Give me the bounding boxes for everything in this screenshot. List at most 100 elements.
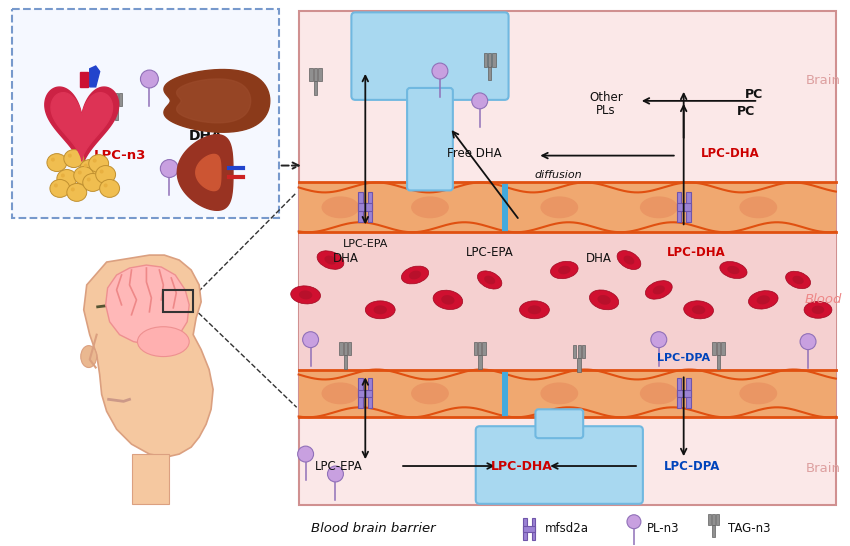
Ellipse shape [299, 290, 312, 299]
Text: LPC-DPA: LPC-DPA [664, 460, 720, 472]
Ellipse shape [589, 290, 619, 310]
Ellipse shape [67, 183, 87, 201]
Text: DHA: DHA [586, 252, 612, 265]
Ellipse shape [68, 153, 71, 158]
Ellipse shape [327, 466, 343, 482]
Ellipse shape [161, 159, 178, 177]
Ellipse shape [321, 197, 360, 218]
Bar [716, 514, 719, 525]
Ellipse shape [99, 180, 120, 198]
Ellipse shape [617, 251, 641, 270]
Ellipse shape [140, 70, 158, 88]
Ellipse shape [411, 197, 449, 218]
Ellipse shape [47, 153, 67, 171]
Bar [488, 53, 491, 67]
FancyBboxPatch shape [536, 410, 583, 438]
Bar [115, 106, 118, 120]
Ellipse shape [71, 187, 75, 192]
Ellipse shape [740, 382, 777, 405]
Bar [677, 389, 691, 397]
Ellipse shape [472, 93, 488, 109]
Text: LPC-EPA: LPC-EPA [466, 246, 513, 259]
Ellipse shape [484, 276, 496, 284]
Bar [348, 342, 352, 355]
Ellipse shape [64, 150, 84, 168]
Ellipse shape [409, 271, 422, 280]
Ellipse shape [651, 332, 666, 348]
Ellipse shape [291, 286, 320, 304]
Ellipse shape [78, 170, 82, 175]
FancyBboxPatch shape [476, 426, 643, 504]
Polygon shape [178, 135, 233, 210]
Ellipse shape [321, 382, 360, 405]
Ellipse shape [138, 327, 190, 357]
Ellipse shape [640, 382, 677, 405]
Ellipse shape [749, 290, 778, 309]
Ellipse shape [434, 290, 462, 310]
Bar [717, 354, 720, 369]
Ellipse shape [96, 165, 116, 183]
Text: PL-n3: PL-n3 [647, 522, 679, 535]
Ellipse shape [366, 301, 395, 319]
Polygon shape [84, 255, 213, 457]
Ellipse shape [88, 155, 109, 173]
Bar [677, 378, 681, 408]
Bar [314, 68, 317, 81]
Ellipse shape [80, 159, 99, 177]
Polygon shape [90, 66, 99, 87]
Bar [132, 454, 169, 504]
Ellipse shape [541, 197, 578, 218]
Ellipse shape [598, 295, 610, 305]
Text: mfsd2a: mfsd2a [544, 522, 588, 535]
Ellipse shape [317, 251, 344, 269]
Bar [111, 93, 114, 106]
Ellipse shape [441, 295, 455, 305]
Bar [314, 81, 317, 95]
Ellipse shape [800, 334, 816, 349]
Ellipse shape [519, 301, 549, 319]
Ellipse shape [373, 305, 387, 314]
Ellipse shape [653, 286, 665, 294]
Ellipse shape [51, 158, 55, 162]
Ellipse shape [50, 180, 70, 198]
Text: DHA: DHA [332, 252, 359, 265]
Bar [577, 358, 581, 372]
Bar [318, 68, 321, 81]
Ellipse shape [624, 256, 634, 265]
Ellipse shape [640, 197, 677, 218]
Text: PC: PC [745, 88, 763, 102]
Ellipse shape [61, 174, 65, 177]
Polygon shape [196, 155, 221, 191]
Text: diffusion: diffusion [535, 170, 582, 181]
Bar [721, 342, 724, 355]
Bar [577, 345, 581, 358]
Bar [298, 232, 836, 370]
Text: Other: Other [589, 91, 623, 104]
Ellipse shape [740, 197, 777, 218]
Text: LPC-n3: LPC-n3 [94, 149, 145, 162]
Bar [717, 342, 720, 355]
Bar [359, 378, 363, 408]
Bar [309, 68, 313, 81]
Ellipse shape [303, 332, 319, 348]
Bar [582, 345, 586, 358]
Ellipse shape [82, 174, 103, 192]
Ellipse shape [325, 256, 337, 265]
Bar [163, 290, 193, 312]
Text: TAG-n3: TAG-n3 [728, 522, 771, 535]
Ellipse shape [792, 276, 804, 284]
Bar [686, 378, 691, 408]
FancyBboxPatch shape [407, 88, 453, 191]
Ellipse shape [728, 266, 740, 274]
Ellipse shape [81, 346, 97, 367]
Bar [677, 204, 691, 211]
Ellipse shape [401, 266, 428, 284]
Ellipse shape [558, 266, 570, 274]
Bar [115, 93, 118, 106]
Bar [502, 370, 507, 417]
Text: LPC-DPA: LPC-DPA [657, 353, 711, 363]
Bar [483, 342, 486, 355]
Ellipse shape [541, 382, 578, 405]
Ellipse shape [528, 305, 541, 314]
Bar [711, 525, 715, 537]
